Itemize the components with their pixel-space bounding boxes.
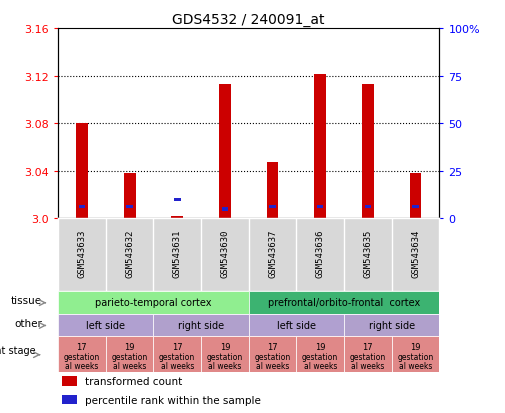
Text: 19: 19 <box>220 342 230 351</box>
Text: gestation: gestation <box>302 352 338 361</box>
Text: 17: 17 <box>363 342 373 351</box>
Text: gestation: gestation <box>350 352 386 361</box>
Bar <box>269 205 276 209</box>
Text: al weeks: al weeks <box>113 361 146 370</box>
Text: 19: 19 <box>124 342 135 351</box>
Text: gestation: gestation <box>159 352 195 361</box>
Text: GSM543633: GSM543633 <box>77 230 86 278</box>
Bar <box>62 395 77 404</box>
Text: transformed count: transformed count <box>85 376 182 386</box>
Text: GSM543637: GSM543637 <box>268 230 277 278</box>
Text: other: other <box>14 318 42 328</box>
Text: GSM543630: GSM543630 <box>220 230 229 278</box>
FancyBboxPatch shape <box>154 337 201 372</box>
Text: 17: 17 <box>172 342 182 351</box>
FancyBboxPatch shape <box>344 314 439 337</box>
Text: percentile rank within the sample: percentile rank within the sample <box>85 394 261 405</box>
Text: right side: right side <box>178 320 224 330</box>
Bar <box>362 85 374 219</box>
Bar <box>126 205 133 209</box>
Bar <box>365 205 371 209</box>
Text: tissue: tissue <box>11 296 42 306</box>
Text: GSM543635: GSM543635 <box>364 230 372 278</box>
Bar <box>412 205 419 209</box>
Text: development stage: development stage <box>0 345 36 355</box>
FancyBboxPatch shape <box>249 314 344 337</box>
Text: right side: right side <box>369 320 415 330</box>
Text: 17: 17 <box>77 342 87 351</box>
Bar <box>219 85 231 219</box>
Bar <box>62 376 77 386</box>
Text: gestation: gestation <box>112 352 147 361</box>
Text: al weeks: al weeks <box>304 361 337 370</box>
Text: gestation: gestation <box>397 352 434 361</box>
Text: left side: left side <box>86 320 125 330</box>
Text: gestation: gestation <box>255 352 291 361</box>
FancyBboxPatch shape <box>106 337 154 372</box>
Title: GDS4532 / 240091_at: GDS4532 / 240091_at <box>173 12 325 26</box>
Text: al weeks: al weeks <box>399 361 432 370</box>
FancyBboxPatch shape <box>201 337 249 372</box>
Text: 17: 17 <box>267 342 278 351</box>
Text: 19: 19 <box>410 342 421 351</box>
Text: GSM543631: GSM543631 <box>173 230 182 278</box>
Text: left side: left side <box>277 320 316 330</box>
FancyBboxPatch shape <box>392 337 439 372</box>
Text: GSM543636: GSM543636 <box>316 230 325 278</box>
Text: GSM543632: GSM543632 <box>125 230 134 278</box>
Bar <box>124 174 135 219</box>
Text: parieto-temporal cortex: parieto-temporal cortex <box>95 297 212 308</box>
Bar <box>79 205 85 209</box>
Text: gestation: gestation <box>207 352 243 361</box>
Text: gestation: gestation <box>64 352 100 361</box>
FancyBboxPatch shape <box>154 314 249 337</box>
Bar <box>267 163 278 219</box>
Text: 19: 19 <box>315 342 325 351</box>
FancyBboxPatch shape <box>58 314 154 337</box>
FancyBboxPatch shape <box>249 337 296 372</box>
Text: al weeks: al weeks <box>351 361 384 370</box>
FancyBboxPatch shape <box>296 337 344 372</box>
Text: al weeks: al weeks <box>256 361 289 370</box>
Bar <box>222 208 228 211</box>
FancyBboxPatch shape <box>58 337 106 372</box>
Text: prefrontal/orbito-frontal  cortex: prefrontal/orbito-frontal cortex <box>268 297 420 308</box>
Text: al weeks: al weeks <box>208 361 241 370</box>
Bar <box>317 205 324 209</box>
Bar <box>314 75 326 219</box>
Text: GSM543634: GSM543634 <box>411 230 420 278</box>
Text: al weeks: al weeks <box>65 361 98 370</box>
FancyBboxPatch shape <box>58 291 249 314</box>
Bar <box>76 124 88 219</box>
FancyBboxPatch shape <box>344 337 392 372</box>
FancyBboxPatch shape <box>249 291 439 314</box>
Bar <box>410 174 422 219</box>
Bar <box>174 198 180 202</box>
Text: al weeks: al weeks <box>161 361 194 370</box>
Bar <box>171 216 183 219</box>
